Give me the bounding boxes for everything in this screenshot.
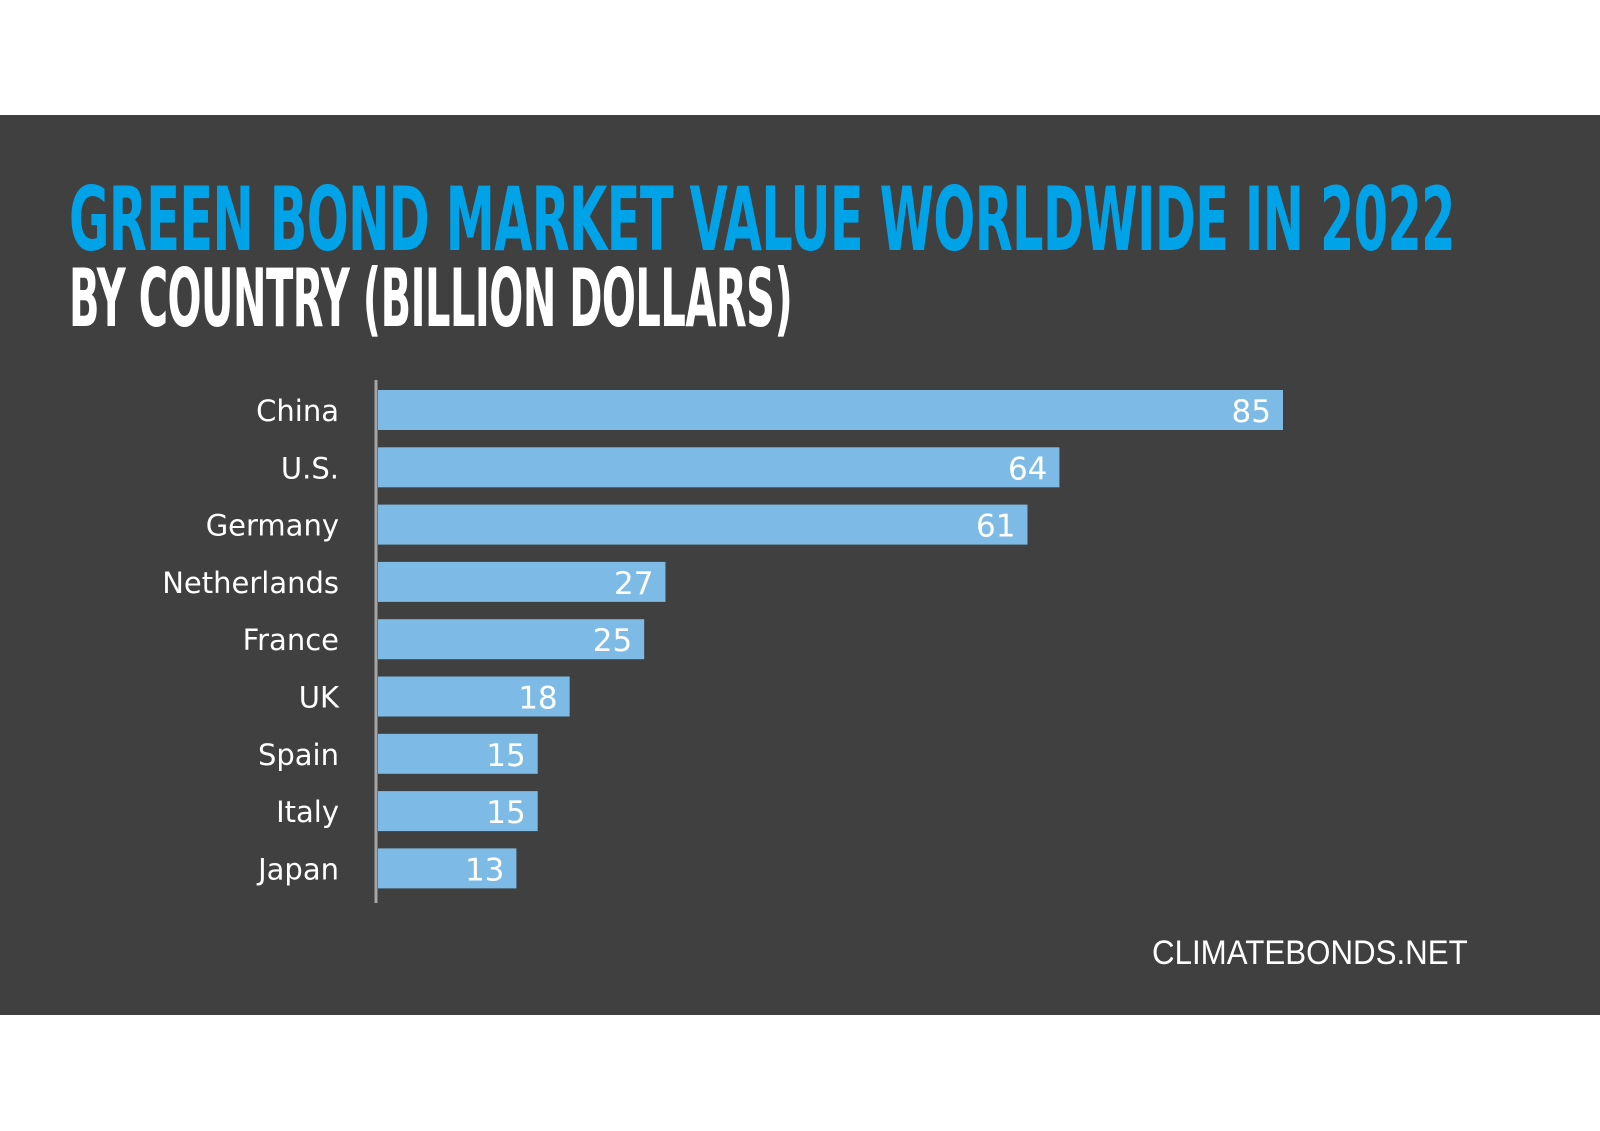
category-label: Netherlands [162, 566, 339, 600]
chart-subtitle: BY COUNTRY (BILLION DOLLARS) [69, 252, 793, 345]
bar-france [378, 619, 645, 660]
category-label: France [243, 623, 339, 657]
data-label: 25 [593, 623, 632, 659]
bar-china [378, 390, 1283, 430]
data-label: 15 [486, 738, 525, 774]
bar-germany [378, 504, 1028, 545]
bar-uk [378, 676, 570, 717]
category-label: Germany [206, 509, 339, 543]
data-label: 27 [614, 566, 653, 602]
data-label: 85 [1232, 394, 1271, 430]
chart-title: GREEN BOND MARKET VALUE WORLDWIDE IN 202… [69, 168, 1455, 271]
category-label: Spain [258, 738, 339, 772]
bar-spain [378, 733, 538, 774]
category-label: UK [299, 681, 340, 715]
data-label: 15 [486, 795, 525, 831]
bar-italy [378, 791, 538, 832]
bar-netherlands [378, 561, 666, 602]
data-label: 13 [465, 852, 504, 888]
bar-us [378, 447, 1060, 488]
data-label: 18 [518, 681, 557, 717]
category-label: U.S. [281, 451, 339, 485]
data-label: 64 [1008, 451, 1047, 487]
data-label: 61 [976, 509, 1015, 545]
category-label: Italy [276, 795, 339, 829]
bar-japan [378, 848, 517, 889]
category-label: China [256, 394, 339, 428]
category-label: Japan [256, 852, 339, 886]
chart-background [0, 115, 1600, 1015]
source-credit: CLIMATEBONDS.NET [1152, 934, 1468, 972]
